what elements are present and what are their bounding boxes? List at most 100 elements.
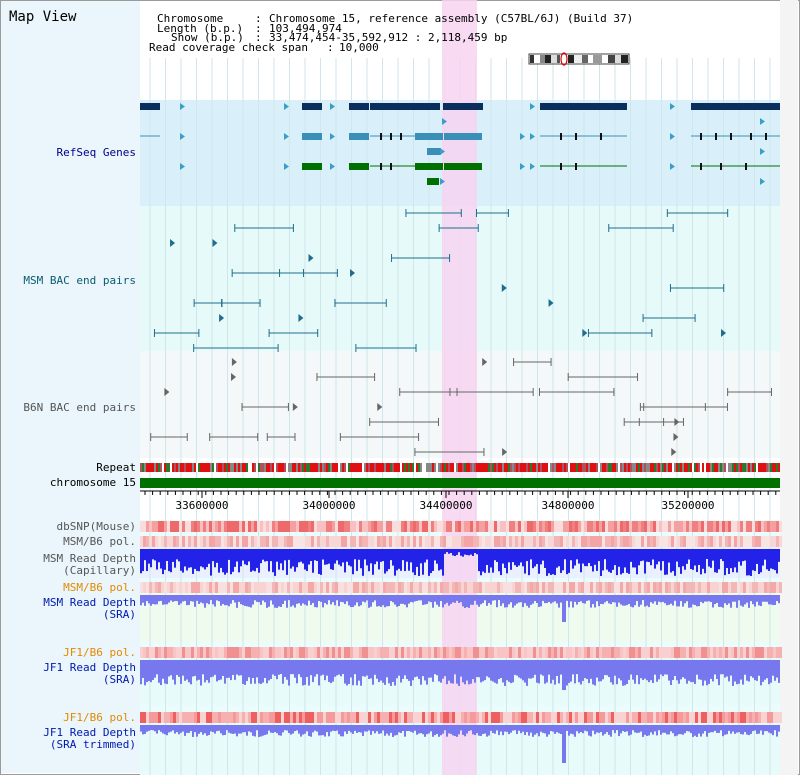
repeat-feature: [400, 463, 402, 472]
read-depth-bar: [520, 595, 522, 603]
axis-tick-label: 34000000: [303, 499, 356, 512]
refseq-gene-exon: [691, 103, 780, 110]
track-label-msm-bac[interactable]: MSM BAC end pairs: [23, 274, 136, 287]
repeat-feature: [490, 463, 492, 472]
heat-cell: [449, 521, 452, 532]
read-depth-bar: [288, 725, 290, 733]
read-depth-bar: [674, 725, 676, 737]
track-label-jf1-depth-trimmed[interactable]: JF1 Read Depth: [43, 726, 136, 739]
repeat-feature: [200, 463, 202, 472]
repeat-feature: [390, 463, 392, 472]
heat-cell: [602, 536, 605, 547]
read-depth-bar: [496, 660, 498, 684]
read-depth-bar: [710, 595, 712, 603]
repeat-feature: [578, 463, 580, 472]
heat-cell: [662, 712, 665, 723]
read-depth-bar: [666, 549, 668, 575]
read-depth-bar: [626, 595, 628, 606]
read-depth-bar: [354, 725, 356, 731]
read-depth-bar: [664, 549, 666, 575]
repeat-feature: [322, 463, 324, 472]
read-depth-bar: [444, 595, 446, 605]
repeat-feature: [518, 463, 520, 472]
track-label-jf1-depth-sra[interactable]: JF1 Read Depth: [43, 661, 136, 674]
track-label-msm-b6-pol-2[interactable]: MSM/B6 pol.: [63, 581, 136, 594]
heat-cell: [317, 582, 320, 593]
read-depth-bar: [410, 725, 412, 732]
heat-cell: [659, 647, 662, 658]
track-label-b6n-bac[interactable]: B6N BAC end pairs: [23, 401, 136, 414]
read-depth-bar: [246, 725, 248, 736]
heat-cell: [266, 521, 269, 532]
heat-cell: [698, 521, 701, 532]
read-depth-bar: [466, 549, 468, 556]
read-depth-bar: [272, 549, 274, 573]
track-label-chromosome[interactable]: chromosome 15: [49, 476, 136, 489]
repeat-feature: [566, 463, 568, 472]
heat-cell: [722, 712, 725, 723]
heat-cell: [203, 521, 206, 532]
read-depth-bar: [476, 725, 478, 734]
read-depth-bar: [482, 549, 484, 572]
read-depth-bar: [308, 595, 310, 601]
read-depth-bar: [280, 595, 282, 607]
heat-cell: [443, 536, 446, 547]
heat-cell: [764, 521, 767, 532]
read-depth-bar: [418, 595, 420, 601]
track-label-msm-depth-capillary[interactable]: MSM Read Depth: [43, 552, 136, 565]
read-depth-bar: [724, 660, 726, 678]
heat-cell: [548, 536, 551, 547]
read-depth-bar: [532, 660, 534, 678]
heat-cell: [503, 712, 506, 723]
read-depth-bar: [318, 725, 320, 736]
read-depth-bar: [420, 549, 422, 564]
heat-cell: [569, 712, 572, 723]
read-depth-bar: [288, 660, 290, 686]
read-depth-bar: [752, 725, 754, 732]
heat-cell: [401, 582, 404, 593]
heat-cell: [290, 582, 293, 593]
track-label-jf1-b6-pol-1[interactable]: JF1/B6 pol.: [63, 646, 136, 659]
heat-cell: [752, 647, 755, 658]
heat-cell: [755, 647, 758, 658]
repeat-feature: [726, 463, 728, 472]
heat-cell: [260, 536, 263, 547]
heat-cell: [392, 712, 395, 723]
heat-cell: [491, 712, 494, 723]
chromosome-sep: :: [255, 12, 262, 25]
track-label-msm-depth-sra[interactable]: MSM Read Depth: [43, 596, 136, 609]
heat-cell: [362, 712, 365, 723]
repeat-feature: [452, 463, 454, 472]
track-label-refseq-genes[interactable]: RefSeq Genes: [56, 146, 136, 159]
heat-cell: [293, 582, 296, 593]
heat-cell: [398, 582, 401, 593]
read-depth-bar: [716, 660, 718, 680]
track-label-repeat[interactable]: Repeat: [96, 461, 136, 474]
read-depth-bar: [244, 660, 246, 685]
heat-cell: [581, 712, 584, 723]
heat-cell: [341, 536, 344, 547]
heat-cell: [140, 521, 143, 532]
heat-cell: [521, 582, 524, 593]
read-depth-bar: [160, 725, 162, 732]
heat-cell: [686, 536, 689, 547]
read-depth-bar: [318, 549, 320, 574]
heat-cell: [566, 712, 569, 723]
read-depth-bar: [160, 595, 162, 601]
read-depth-bar: [184, 595, 186, 601]
repeat-feature: [468, 463, 470, 472]
read-depth-bar: [540, 549, 542, 565]
repeat-feature: [258, 463, 260, 472]
read-depth-bar: [230, 549, 232, 575]
heat-cell: [266, 536, 269, 547]
track-label-jf1-b6-pol-2[interactable]: JF1/B6 pol.: [63, 711, 136, 724]
repeat-feature: [396, 463, 398, 472]
read-depth-bar: [442, 595, 444, 608]
track-label-dbsnp[interactable]: dbSNP(Mouse): [56, 520, 136, 533]
heat-cell: [671, 582, 674, 593]
read-depth-bar: [168, 660, 170, 677]
read-depth-bar: [350, 725, 352, 733]
track-label-msm-b6-pol-1[interactable]: MSM/B6 pol.: [63, 535, 136, 548]
repeat-feature: [162, 463, 164, 472]
